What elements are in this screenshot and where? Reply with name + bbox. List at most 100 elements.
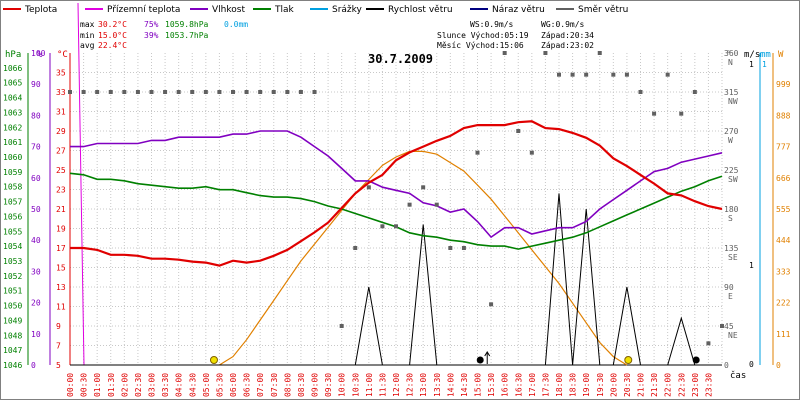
x-tick-label: 03:00 <box>148 373 157 397</box>
axis-ms-unit: m/s <box>744 50 760 60</box>
x-tick-label: 04:00 <box>175 373 184 397</box>
legend-label: Přízemní teplota <box>107 5 180 15</box>
series-direction-point <box>339 324 344 328</box>
legend-label: Náraz větru <box>492 5 545 15</box>
sunset-icon <box>624 356 633 364</box>
series-direction-point <box>665 72 670 77</box>
stat-max-label: max <box>80 20 95 29</box>
grid <box>69 53 723 366</box>
axis-degc-tick: 5 <box>56 361 61 370</box>
axis-hpa-tick: 1058 <box>3 183 22 192</box>
x-tick-label: 08:00 <box>283 373 292 397</box>
axis-ms-tick: 0 <box>749 360 754 369</box>
stat-avg-label: avg <box>80 41 95 50</box>
x-tick-label: 17:30 <box>541 373 550 397</box>
x-tick-label: 05:00 <box>202 373 211 397</box>
series-direction-point <box>570 72 575 77</box>
info-sunset: Západ:20:34 <box>541 31 594 40</box>
axis-dir-tick: 0 <box>724 361 729 370</box>
axis-dir-tick: 360 <box>724 49 739 58</box>
axis-mm-unit: mm <box>760 50 771 60</box>
series-wind-line <box>70 193 722 366</box>
stat-min-hum: 39% <box>144 31 159 40</box>
series-direction-point <box>543 51 548 55</box>
legend-item: Teplota <box>3 5 57 15</box>
axis-degc-tick: 9 <box>56 322 61 331</box>
legend-item: Srážky <box>310 5 363 15</box>
series-direction-point <box>421 185 426 190</box>
series-direction-point <box>434 202 439 207</box>
series-direction-point <box>624 72 629 77</box>
axis-dir-label: W <box>728 136 733 145</box>
x-tick-label: 11:00 <box>365 373 374 397</box>
series-humidity-line <box>70 130 723 239</box>
legend-item: Vlhkost <box>190 5 245 15</box>
legend-label: Tlak <box>274 5 295 15</box>
axis-pct-unit: % <box>37 50 43 60</box>
legend-item: Směr větru <box>556 5 628 15</box>
axis-hpa-tick: 1066 <box>3 64 22 73</box>
axis-dir-tick: 225 <box>724 166 739 175</box>
axis-degc-unit: °C <box>57 50 68 60</box>
moonset-icon <box>692 356 700 364</box>
stat-max-rain: 0.0mm <box>224 20 248 29</box>
axis-wm2-tick: 222 <box>776 299 791 308</box>
axis-dir-tick: 315 <box>724 88 739 97</box>
x-tick-label: 07:30 <box>270 373 279 397</box>
x-tick-label: 10:00 <box>338 373 347 397</box>
x-tick-label: 00:00 <box>66 373 75 397</box>
series-direction-point <box>231 90 235 94</box>
axis-dir-label: SW <box>728 175 738 184</box>
axis-degc-tick: 19 <box>56 225 66 234</box>
series-direction-point <box>380 224 385 229</box>
x-tick-label: 20:00 <box>609 373 618 397</box>
axis-dir-label: NW <box>728 97 738 106</box>
stat-min-press: 1053.7hPa <box>165 31 209 40</box>
axis-degc-tick: 7 <box>56 342 61 351</box>
x-tick-label: 22:00 <box>664 373 673 397</box>
x-tick-label: 18:30 <box>569 373 578 397</box>
axis-ms-tick: 1 <box>749 261 754 270</box>
axis-degc-tick: 11 <box>56 303 66 312</box>
x-tick-label: 18:00 <box>555 373 564 397</box>
stat-min-label: min <box>80 31 95 40</box>
x-tick-label: 00:30 <box>80 373 89 397</box>
info-moonrise: Měsíc Východ:15:06 <box>437 41 524 50</box>
series-direction-point <box>95 90 100 94</box>
axis-wm2-tick: 777 <box>776 143 791 152</box>
series-direction-point <box>692 90 697 94</box>
axis-degc-tick: 33 <box>56 88 66 97</box>
axis-hpa-tick: 1049 <box>3 316 22 325</box>
axis-pct-tick: 50 <box>31 205 41 214</box>
x-tick-label: 16:30 <box>514 373 523 397</box>
axis-dir-label: N <box>728 58 733 67</box>
axis-hpa-tick: 1046 <box>3 361 22 370</box>
x-tick-label: 10:30 <box>351 373 360 397</box>
series-direction-point <box>394 224 398 229</box>
axis-degc-tick: 27 <box>56 147 66 156</box>
axis-degc-tick: 15 <box>56 264 66 273</box>
axis-hpa-tick: 1054 <box>3 242 22 251</box>
series-direction-point <box>81 90 86 94</box>
axis-degc-tick: 29 <box>56 127 66 136</box>
series-direction-point <box>516 129 521 133</box>
series-solar-line <box>219 150 628 366</box>
series-direction-point <box>298 90 303 94</box>
x-tick-label: 21:30 <box>650 373 659 397</box>
series-direction-point <box>461 246 466 250</box>
x-tick-label: 01:00 <box>93 373 102 397</box>
axis-hpa-tick: 1062 <box>3 123 22 132</box>
x-tick-label: 02:00 <box>120 373 129 397</box>
axis-dir-tick: 270 <box>724 127 739 136</box>
info-sunrise: Slunce Východ:05:19 <box>437 31 529 40</box>
series-direction-point <box>108 90 113 94</box>
axis-hpa-tick: 1056 <box>3 212 22 221</box>
series-direction-point <box>448 246 453 250</box>
axis-wm2-tick: 999 <box>776 80 791 89</box>
series-direction-point <box>720 324 724 328</box>
x-tick-label: 17:00 <box>528 373 537 397</box>
axis-hpa-unit: hPa <box>5 50 21 60</box>
x-tick-label: 03:30 <box>161 373 170 397</box>
x-tick-label: 09:30 <box>324 373 333 397</box>
series-direction-point <box>122 90 127 94</box>
